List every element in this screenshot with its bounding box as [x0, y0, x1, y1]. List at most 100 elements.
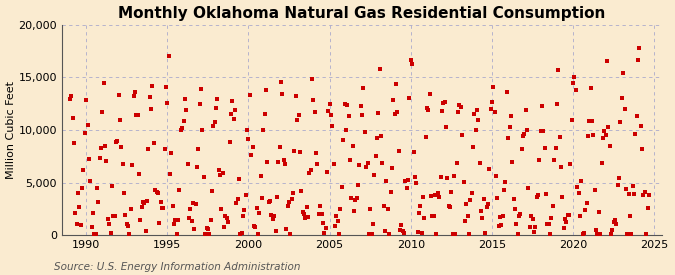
Point	[499, 187, 510, 192]
Point	[86, 225, 97, 230]
Point	[502, 90, 512, 95]
Point	[151, 189, 162, 194]
Point	[518, 134, 529, 138]
Point	[632, 57, 643, 62]
Point	[418, 195, 429, 199]
Point	[302, 215, 313, 219]
Point	[211, 106, 221, 111]
Point	[313, 211, 324, 216]
Point	[379, 204, 389, 208]
Point	[628, 191, 639, 196]
Point	[122, 222, 132, 226]
Point	[568, 81, 578, 85]
Point	[300, 216, 310, 220]
Point	[591, 228, 601, 232]
Point	[170, 218, 181, 222]
Point	[270, 229, 281, 233]
Point	[178, 119, 189, 123]
Point	[165, 172, 176, 176]
Point	[265, 199, 275, 204]
Point	[76, 223, 86, 227]
Point	[576, 179, 587, 183]
Point	[364, 207, 375, 211]
Point	[445, 205, 456, 209]
Point	[461, 201, 472, 206]
Point	[556, 165, 566, 169]
Point	[438, 101, 449, 105]
Point	[425, 92, 435, 96]
Point	[477, 216, 488, 220]
Point	[161, 85, 171, 90]
Point	[285, 232, 296, 236]
Point	[452, 161, 462, 165]
Point	[242, 128, 252, 132]
Point	[439, 100, 450, 104]
Point	[306, 76, 317, 81]
Point	[167, 204, 178, 208]
Point	[103, 217, 113, 221]
Point	[305, 168, 316, 172]
Point	[254, 211, 265, 216]
Point	[140, 229, 151, 233]
Point	[491, 174, 502, 178]
Point	[255, 174, 266, 179]
Point	[342, 103, 352, 108]
Point	[192, 165, 202, 169]
Point	[465, 197, 476, 202]
Point	[157, 206, 167, 210]
Point	[605, 232, 616, 236]
Point	[492, 196, 503, 200]
Point	[298, 212, 309, 216]
Point	[223, 220, 234, 224]
Point	[470, 128, 481, 132]
Point	[371, 136, 382, 140]
Point	[537, 104, 547, 109]
Point	[113, 93, 124, 98]
Point	[81, 98, 92, 103]
Point	[256, 196, 267, 200]
Point	[480, 231, 491, 236]
Point	[108, 213, 119, 218]
Point	[551, 102, 562, 107]
Point	[166, 151, 177, 155]
Point	[236, 231, 247, 235]
Point	[331, 214, 342, 219]
Point	[442, 176, 453, 180]
Point	[369, 173, 379, 178]
Point	[220, 214, 231, 219]
Point	[347, 144, 358, 148]
Point	[296, 189, 306, 193]
Point	[261, 87, 271, 92]
Point	[159, 147, 170, 152]
Point	[127, 163, 138, 167]
Point	[180, 97, 190, 101]
Point	[329, 223, 340, 228]
Point	[224, 140, 235, 145]
Point	[82, 123, 93, 127]
Point	[581, 201, 592, 205]
Point	[323, 109, 333, 113]
Point	[469, 112, 480, 116]
Point	[538, 129, 549, 133]
Point	[279, 162, 290, 166]
Point	[356, 113, 367, 118]
Point	[153, 190, 163, 195]
Point	[522, 128, 533, 133]
Point	[78, 168, 89, 172]
Point	[68, 116, 78, 120]
Point	[622, 232, 632, 236]
Point	[250, 225, 261, 229]
Point	[174, 188, 185, 192]
Point	[201, 226, 212, 230]
Point	[228, 117, 239, 121]
Point	[539, 146, 550, 150]
Point	[533, 192, 543, 197]
Point	[227, 99, 238, 104]
Point	[434, 194, 445, 199]
Point	[396, 222, 407, 227]
Point	[135, 218, 146, 222]
Point	[354, 163, 364, 167]
Point	[317, 221, 328, 226]
Point	[395, 227, 406, 232]
Point	[363, 232, 374, 236]
